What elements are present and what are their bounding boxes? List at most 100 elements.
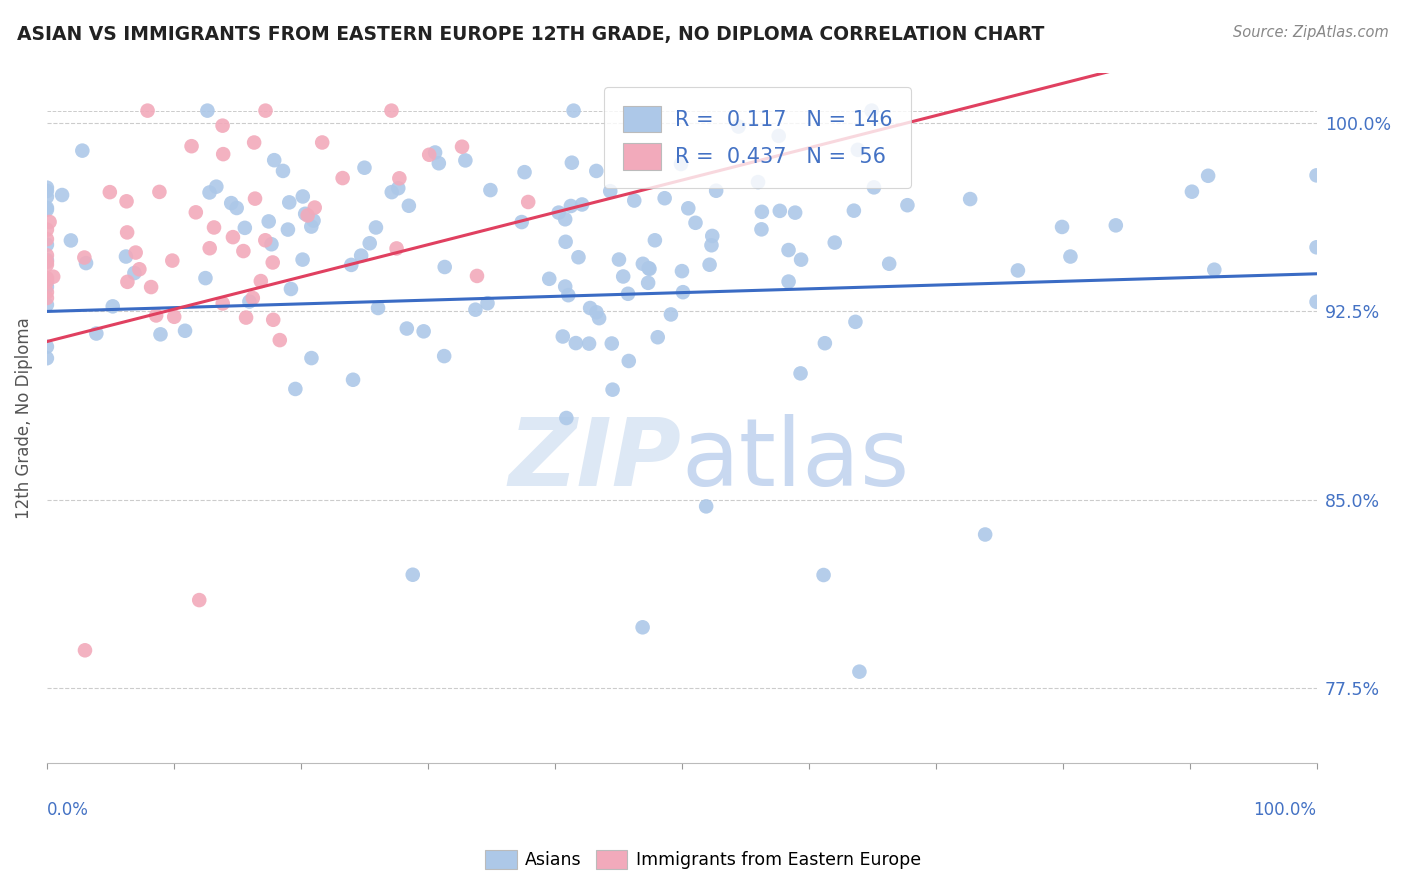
Point [222,230,245,244]
Point [163,310,186,324]
Point [35,184,58,198]
Point [35,232,58,246]
Point [212,147,235,161]
Point [35,202,58,217]
Point [747,175,769,189]
Point [117,275,139,289]
Point [284,382,307,396]
Point [959,192,981,206]
Point [824,235,846,250]
Point [554,235,576,249]
Point [278,195,301,210]
Point [433,349,456,363]
Point [304,201,326,215]
Point [974,527,997,541]
Point [75,256,97,270]
Point [571,197,593,211]
Point [35,275,58,289]
Point [35,248,58,262]
Point [128,262,150,277]
Point [479,183,502,197]
Point [427,156,450,170]
Point [395,321,418,335]
Point [311,136,333,150]
Point [412,324,434,338]
Point [139,280,162,294]
Point [433,260,456,274]
Point [35,351,58,366]
Point [607,252,630,267]
Point [790,252,813,267]
Point [685,216,707,230]
Point [162,253,184,268]
Point [612,269,634,284]
Point [554,212,576,227]
Point [464,302,486,317]
Point [342,373,364,387]
Point [262,255,284,269]
Point [846,143,869,157]
Point [585,305,607,319]
Point [51,188,73,202]
Point [560,199,582,213]
Point [299,219,322,234]
Point [211,296,233,310]
Point [124,266,146,280]
Text: ASIAN VS IMMIGRANTS FROM EASTERN EUROPE 12TH GRADE, NO DIPLOMA CORRELATION CHART: ASIAN VS IMMIGRANTS FROM EASTERN EUROPE … [17,25,1045,44]
Point [631,257,654,271]
Point [184,205,207,219]
Point [235,310,257,325]
Legend: R =  0.117   N = 146, R =  0.437   N =  56: R = 0.117 N = 146, R = 0.437 N = 56 [605,87,911,188]
Point [280,282,302,296]
Point [35,180,58,194]
Point [202,220,225,235]
Point [695,500,717,514]
Point [262,312,284,326]
Point [465,268,488,283]
Point [254,103,277,118]
Point [59,234,82,248]
Point [778,275,800,289]
Point [848,665,870,679]
Point [271,164,294,178]
Point [73,643,96,657]
Point [72,144,94,158]
Point [654,191,676,205]
Point [35,201,58,215]
Point [353,161,375,175]
Point [35,291,58,305]
Point [863,180,886,194]
Point [35,255,58,269]
Point [250,274,273,288]
Point [402,567,425,582]
Point [844,315,866,329]
Point [418,147,440,161]
Point [198,241,221,255]
Point [340,258,363,272]
Point [35,237,58,252]
Point [637,261,659,276]
Point [149,327,172,342]
Point [778,243,800,257]
Point [1305,240,1327,254]
Point [380,103,402,118]
Point [86,326,108,341]
Point [242,291,264,305]
Point [860,103,883,118]
Point [136,103,159,118]
Point [269,333,291,347]
Y-axis label: 12th Grade, No Diploma: 12th Grade, No Diploma [15,318,32,519]
Point [233,220,256,235]
Point [877,257,900,271]
Text: 100.0%: 100.0% [1254,801,1316,819]
Point [547,205,569,219]
Point [423,145,446,160]
Point [1305,169,1327,183]
Legend: Asians, Immigrants from Eastern Europe: Asians, Immigrants from Eastern Europe [478,843,928,876]
Point [513,165,536,179]
Point [842,203,865,218]
Point [42,269,65,284]
Point [1059,250,1081,264]
Point [257,214,280,228]
Point [263,153,285,168]
